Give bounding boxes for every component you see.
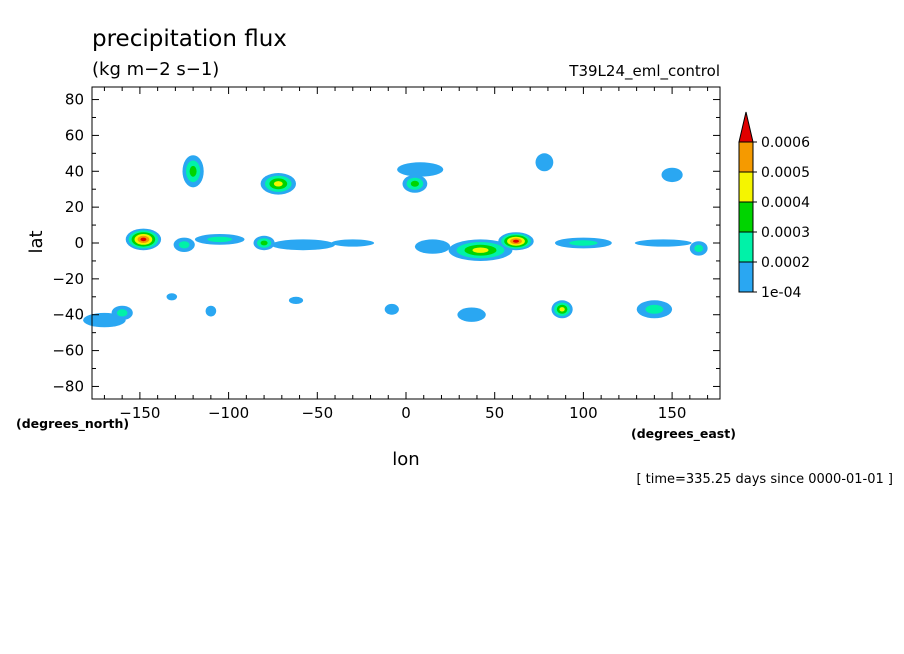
colorbar-band	[738, 201, 754, 233]
experiment-label: T39L24_eml_control	[568, 62, 720, 81]
y-tick-label: −80	[52, 377, 84, 395]
precip-contour-level-1	[331, 239, 375, 247]
precip-cell-22	[288, 296, 304, 304]
colorbar-label: 0.0002	[761, 255, 810, 271]
precip-contour-level-1	[271, 239, 335, 251]
precip-contour-level-1	[634, 239, 692, 247]
chart-units: (kg m−2 s−1)	[92, 59, 219, 80]
x-axis-label: lon	[392, 449, 419, 470]
precip-cell-13	[260, 173, 296, 195]
colorbar-label: 1e-04	[761, 285, 801, 301]
x-tick-labels: −150 −100 −50 0 50 100 150	[119, 404, 686, 422]
y-tick-label: 0	[74, 234, 84, 252]
precip-contour-level-1	[414, 239, 451, 254]
precip-contour-level-2	[116, 309, 128, 317]
x-tick-label: −150	[119, 404, 160, 422]
x-tick-label: −50	[301, 404, 333, 422]
precip-cell-3	[253, 235, 275, 251]
precip-contour-level-1	[397, 162, 444, 177]
precip-contour-level-2	[207, 236, 233, 243]
precip-cell-23	[384, 303, 399, 315]
colorbar-labels: 1e-04 0.0002 0.0003 0.0004 0.0005 0.0006	[753, 135, 810, 301]
precipitation-field	[83, 153, 708, 328]
precip-contour-level-1	[166, 293, 178, 301]
precip-cell-20	[166, 293, 178, 301]
precip-cell-24	[457, 307, 486, 322]
colorbar-band	[738, 141, 754, 173]
precip-cell-2	[194, 234, 245, 245]
y-tick-label: 20	[65, 198, 84, 216]
y-tick-labels: 80 60 40 20 0 −20 −40 −60 −80	[52, 91, 84, 396]
precip-contour-level-6	[513, 239, 519, 243]
precip-cell-5	[331, 239, 375, 247]
y-tick-label: −20	[52, 270, 84, 288]
precip-cell-1	[173, 237, 195, 252]
colorbar-label: 0.0004	[761, 195, 810, 211]
colorbar-label: 0.0003	[761, 225, 810, 241]
y-axis-label: lat	[26, 230, 47, 253]
precip-cell-6	[414, 239, 451, 254]
y-units-label: (degrees_north)	[16, 416, 129, 432]
precip-cell-10	[634, 239, 692, 247]
precip-cell-16	[535, 153, 554, 172]
precip-cell-17	[661, 167, 683, 183]
precip-contour-level-3	[260, 240, 268, 246]
precip-contour-level-4	[472, 247, 489, 253]
precip-contour-level-3	[189, 165, 197, 177]
precip-cell-26	[636, 300, 673, 319]
precip-cell-19	[111, 305, 133, 321]
x-tick-label: 150	[658, 404, 687, 422]
y-tick-label: 40	[65, 162, 84, 180]
precip-contour-level-4	[273, 181, 283, 187]
colorbar-overflow-triangle	[738, 111, 754, 143]
precip-contour-level-2	[178, 241, 190, 249]
precip-cell-14	[397, 162, 444, 177]
colorbar-label: 0.0005	[761, 165, 810, 181]
axis-ticks	[92, 87, 720, 399]
precip-cell-9	[555, 237, 612, 249]
x-tick-label: −100	[208, 404, 249, 422]
precip-cell-11	[689, 241, 708, 256]
precip-cell-15	[402, 174, 428, 193]
x-units-label: (degrees_east)	[631, 426, 736, 442]
colorbar-band	[738, 261, 754, 293]
colorbar-band	[738, 171, 754, 203]
colorbar-band	[738, 231, 754, 263]
x-tick-label: 100	[569, 404, 598, 422]
precip-cell-4	[271, 239, 335, 251]
precip-contour-level-2	[645, 304, 664, 314]
precip-contour-level-1	[384, 303, 399, 315]
precip-contour-level-1	[205, 305, 217, 317]
precip-contour-level-1	[457, 307, 486, 322]
colorbar-label: 0.0006	[761, 135, 810, 151]
y-tick-label: 80	[65, 91, 84, 109]
precip-contour-level-6	[140, 237, 147, 242]
precip-contour-level-4	[559, 307, 565, 312]
precip-cell-8	[498, 232, 534, 251]
precip-contour-level-2	[569, 240, 598, 246]
precip-contour-level-2	[694, 244, 704, 252]
precip-cell-21	[205, 305, 217, 317]
x-tick-label: 50	[485, 404, 504, 422]
precip-contour-level-1	[288, 296, 304, 304]
chart-title: precipitation flux	[92, 26, 287, 52]
precip-contour-level-1	[535, 153, 554, 172]
precip-cell-25	[551, 300, 573, 319]
x-tick-label: 0	[401, 404, 411, 422]
precip-cell-7	[448, 239, 513, 261]
precip-cell-0	[125, 228, 162, 251]
time-note: [ time=335.25 days since 0000-01-01 ]	[636, 472, 893, 487]
colorbar	[738, 111, 754, 293]
y-tick-label: 60	[65, 126, 84, 144]
precip-cell-12	[182, 155, 204, 188]
y-tick-label: −60	[52, 342, 84, 360]
y-tick-label: −40	[52, 306, 84, 324]
precip-contour-level-3	[410, 180, 419, 187]
precip-contour-level-1	[661, 167, 683, 183]
